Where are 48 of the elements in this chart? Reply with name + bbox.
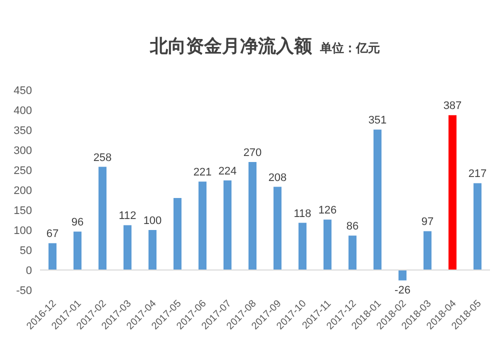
data-label: 126 bbox=[318, 204, 337, 217]
data-label: 118 bbox=[294, 208, 312, 220]
bar bbox=[98, 166, 106, 270]
data-label: 221 bbox=[193, 166, 212, 179]
bar bbox=[324, 220, 332, 270]
bar bbox=[448, 115, 456, 270]
data-label: 96 bbox=[71, 216, 84, 229]
bar bbox=[374, 130, 382, 270]
bar bbox=[148, 230, 156, 270]
data-label: 258 bbox=[93, 152, 112, 164]
bar bbox=[48, 243, 56, 270]
bar bbox=[248, 162, 256, 270]
y-tick-label: 300 bbox=[14, 145, 32, 157]
bar bbox=[348, 236, 356, 270]
y-tick-label: 150 bbox=[14, 205, 32, 217]
y-tick-label: 450 bbox=[14, 85, 32, 97]
bar bbox=[298, 222, 306, 270]
data-label: 270 bbox=[243, 147, 262, 159]
bar bbox=[224, 180, 232, 270]
bar bbox=[124, 225, 132, 270]
data-label: 67 bbox=[46, 228, 59, 240]
bar bbox=[198, 182, 206, 270]
y-tick-label: -50 bbox=[16, 285, 32, 297]
chart-subtitle: 单位：亿元 bbox=[319, 41, 380, 55]
data-label: 387 bbox=[443, 100, 462, 112]
data-label: 97 bbox=[421, 216, 434, 228]
data-label: -26 bbox=[394, 284, 410, 296]
data-label: 224 bbox=[218, 165, 237, 178]
y-tick-label: 0 bbox=[26, 265, 32, 277]
y-tick-label: 250 bbox=[14, 165, 32, 177]
bar bbox=[474, 183, 482, 270]
y-tick-label: 100 bbox=[14, 225, 32, 237]
y-tick-label: 350 bbox=[14, 125, 32, 137]
data-label: 86 bbox=[346, 220, 359, 233]
y-tick-label: 50 bbox=[20, 245, 32, 257]
data-label: 217 bbox=[468, 168, 487, 180]
data-label: 112 bbox=[118, 210, 136, 222]
y-tick-label: 200 bbox=[14, 185, 32, 197]
data-label: 100 bbox=[143, 215, 162, 227]
y-tick-label: 400 bbox=[14, 105, 32, 117]
bar bbox=[274, 186, 282, 270]
bar bbox=[398, 270, 406, 280]
bar bbox=[174, 198, 182, 270]
chart-title: 北向资金月净流入额 bbox=[149, 36, 313, 56]
bar bbox=[74, 232, 82, 270]
bar bbox=[424, 231, 432, 270]
data-label: 351 bbox=[368, 114, 387, 127]
data-label: 208 bbox=[268, 172, 287, 184]
